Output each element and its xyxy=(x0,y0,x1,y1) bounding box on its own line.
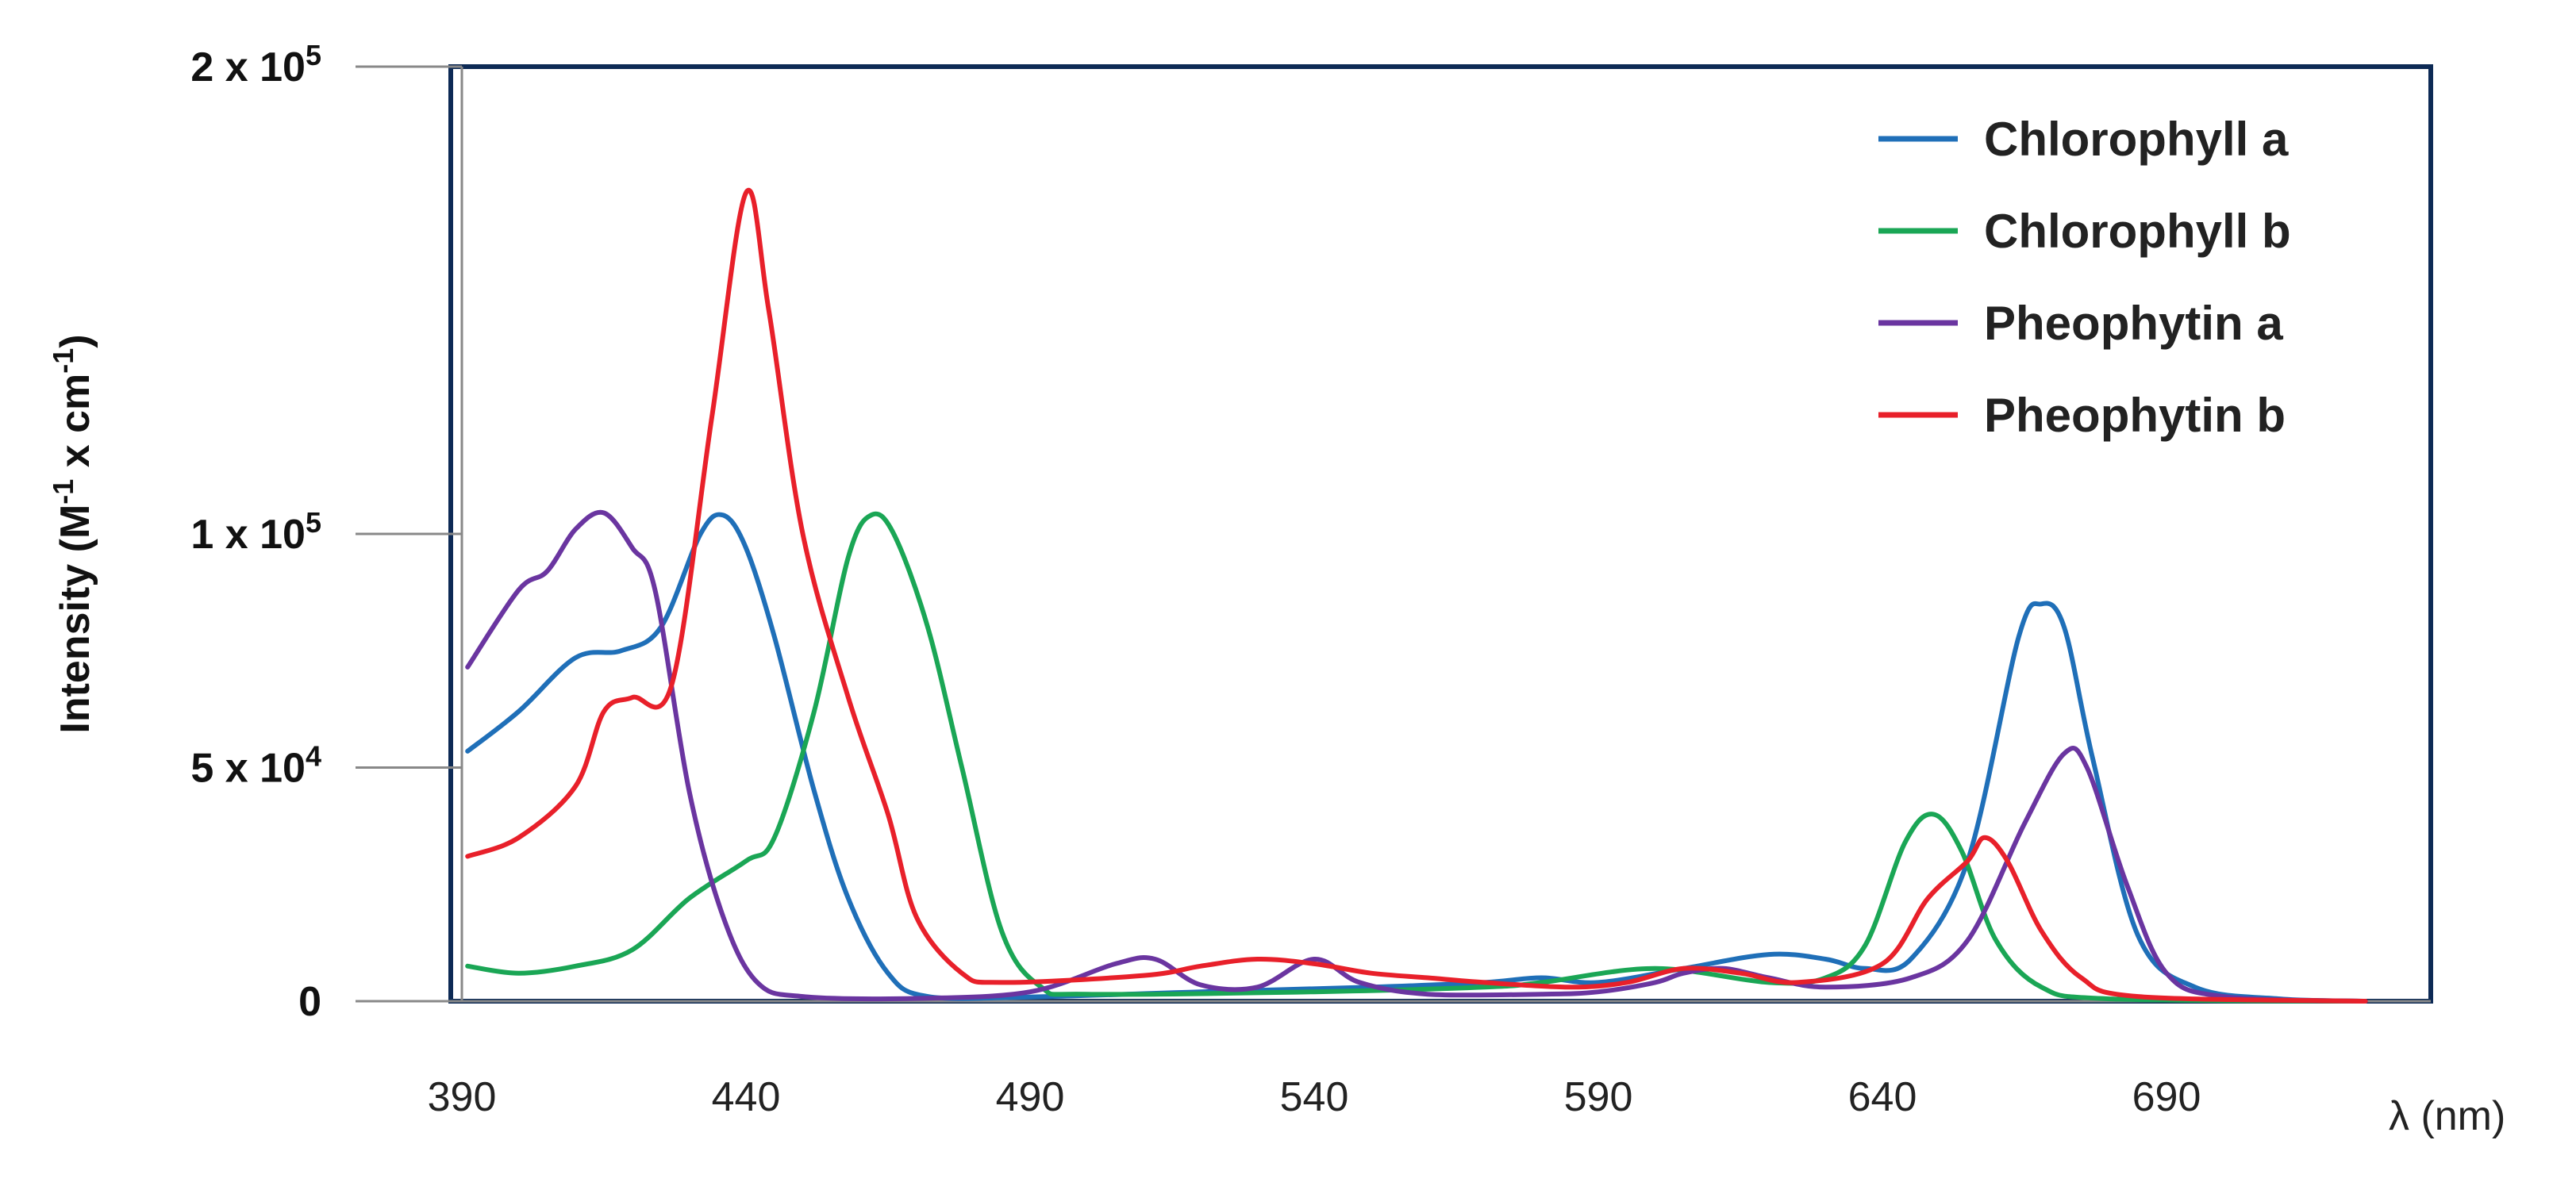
x-tick-label: 590 xyxy=(1564,1074,1633,1120)
y-tick-exponent: 4 xyxy=(306,739,321,772)
x-tick-label: 440 xyxy=(712,1074,781,1120)
y-tick-label: 2 x 105 xyxy=(190,39,321,91)
y-axis-title-exp2: -1 xyxy=(47,348,79,374)
series-lines xyxy=(465,188,2368,1004)
y-axis-title-main: Intensity (M xyxy=(52,505,98,734)
y-axis-title-mid: x cm xyxy=(52,374,98,479)
y-tick-base: 1 x 10 xyxy=(190,512,306,558)
y-tick-label: 1 x 105 xyxy=(190,506,321,559)
legend-label: Pheophytin b xyxy=(1984,389,2286,442)
legend-label: Chlorophyll a xyxy=(1984,113,2289,166)
x-tick-label: 540 xyxy=(1280,1074,1349,1120)
series-line-pheophytin-a xyxy=(465,509,2368,1004)
legend-label: Pheophytin a xyxy=(1984,297,2283,350)
y-tick-exponent: 5 xyxy=(306,39,321,71)
y-tick-base: 0 xyxy=(298,979,321,1025)
y-tick-label: 0 xyxy=(298,979,321,1025)
y-tick-label: 5 x 104 xyxy=(190,739,321,792)
y-axis-title: Intensity (M-1 x cm-1) xyxy=(47,334,99,733)
legend-label: Chlorophyll b xyxy=(1984,205,2291,258)
y-tick-exponent: 5 xyxy=(306,506,321,539)
y-axis-title-end: ) xyxy=(52,334,98,347)
y-tick-base: 2 x 10 xyxy=(190,44,306,90)
legend: Chlorophyll a Chlorophyll b Pheophytin a Ph… xyxy=(1878,113,2291,442)
x-tick-label: 390 xyxy=(428,1074,497,1120)
x-axis-title: λ (nm) xyxy=(2389,1093,2505,1139)
series-line-chlorophyll-b xyxy=(465,511,2368,1004)
x-tick-label: 690 xyxy=(2132,1074,2201,1120)
x-tick-label: 490 xyxy=(996,1074,1065,1120)
series-line-pheophytin-b xyxy=(465,188,2368,1004)
y-axis-title-exp1: -1 xyxy=(47,479,79,505)
x-tick-label: 640 xyxy=(1848,1074,1917,1120)
y-tick-base: 5 x 10 xyxy=(190,746,306,792)
x-ticks: 390 440 490 540 590 640 690 xyxy=(428,1074,2201,1120)
